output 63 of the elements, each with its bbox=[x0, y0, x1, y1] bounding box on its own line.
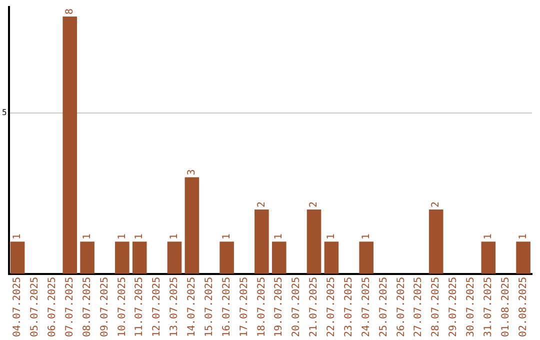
x-tick-label: 11.07.2025 bbox=[134, 276, 146, 338]
data-label: 8 bbox=[64, 8, 76, 14]
x-tick-label: 15.07.2025 bbox=[204, 276, 215, 338]
x-tick-label: 05.07.2025 bbox=[30, 276, 41, 338]
data-label: 2 bbox=[308, 201, 320, 208]
x-tick-label: 28.07.2025 bbox=[430, 276, 442, 338]
bar bbox=[184, 177, 200, 274]
x-tick-label: 16.07.2025 bbox=[221, 276, 232, 338]
bar bbox=[132, 242, 147, 274]
x-tick-label: 25.07.2025 bbox=[378, 276, 390, 338]
data-label: 1 bbox=[518, 234, 529, 240]
x-tick-label: 13.07.2025 bbox=[169, 276, 180, 338]
bar bbox=[62, 16, 78, 274]
x-tick-label: 12.07.2025 bbox=[152, 276, 163, 338]
y-tick-label: 5 bbox=[2, 108, 7, 118]
data-label: 2 bbox=[256, 201, 268, 208]
data-label: 1 bbox=[326, 234, 338, 240]
bar bbox=[428, 209, 444, 274]
x-tick-label: 01.08.2025 bbox=[500, 276, 512, 338]
x-tick-label: 04.07.2025 bbox=[12, 276, 24, 338]
x-tick-label: 19.07.2025 bbox=[274, 276, 285, 338]
data-label: 1 bbox=[221, 234, 232, 240]
x-tick-label: 21.07.2025 bbox=[308, 276, 320, 338]
x-tick-label: 26.07.2025 bbox=[396, 276, 407, 338]
bar bbox=[80, 242, 94, 274]
data-label: 1 bbox=[274, 234, 285, 240]
x-tick-label: 22.07.2025 bbox=[326, 276, 338, 338]
bar bbox=[481, 242, 496, 274]
data-label: 3 bbox=[186, 169, 198, 176]
bar bbox=[359, 242, 374, 274]
data-label: 1 bbox=[82, 234, 93, 240]
data-label: 1 bbox=[360, 234, 372, 240]
data-label: 1 bbox=[134, 234, 146, 240]
x-tick-label: 09.07.2025 bbox=[99, 276, 110, 338]
x-tick-label: 14.07.2025 bbox=[186, 276, 198, 338]
data-label: 1 bbox=[116, 234, 128, 240]
bar bbox=[115, 242, 130, 274]
bar bbox=[220, 242, 234, 274]
bar bbox=[306, 209, 322, 274]
x-tick-label: 18.07.2025 bbox=[256, 276, 268, 338]
data-label: 1 bbox=[482, 234, 494, 240]
x-tick-label: 30.07.2025 bbox=[466, 276, 477, 338]
x-tick-label: 08.07.2025 bbox=[82, 276, 93, 338]
x-tick-label: 23.07.2025 bbox=[343, 276, 354, 338]
x-tick-label: 02.08.2025 bbox=[518, 276, 529, 338]
x-tick-label: 06.07.2025 bbox=[47, 276, 58, 338]
bar bbox=[516, 242, 530, 274]
x-tick-label: 17.07.2025 bbox=[238, 276, 250, 338]
bar bbox=[167, 242, 182, 274]
x-tick-label: 24.07.2025 bbox=[360, 276, 372, 338]
x-tick-label: 07.07.2025 bbox=[64, 276, 76, 338]
bar bbox=[324, 242, 339, 274]
bar bbox=[254, 209, 269, 274]
bar bbox=[10, 242, 25, 274]
x-tick-label: 29.07.2025 bbox=[448, 276, 460, 338]
data-label: 1 bbox=[169, 234, 180, 240]
x-tick-label: 27.07.2025 bbox=[413, 276, 424, 338]
x-tick-label: 31.07.2025 bbox=[482, 276, 494, 338]
data-label: 1 bbox=[12, 234, 24, 240]
x-tick-label: 20.07.2025 bbox=[291, 276, 302, 338]
data-label: 2 bbox=[430, 201, 442, 208]
bar bbox=[272, 242, 286, 274]
x-tick-label: 10.07.2025 bbox=[116, 276, 128, 338]
